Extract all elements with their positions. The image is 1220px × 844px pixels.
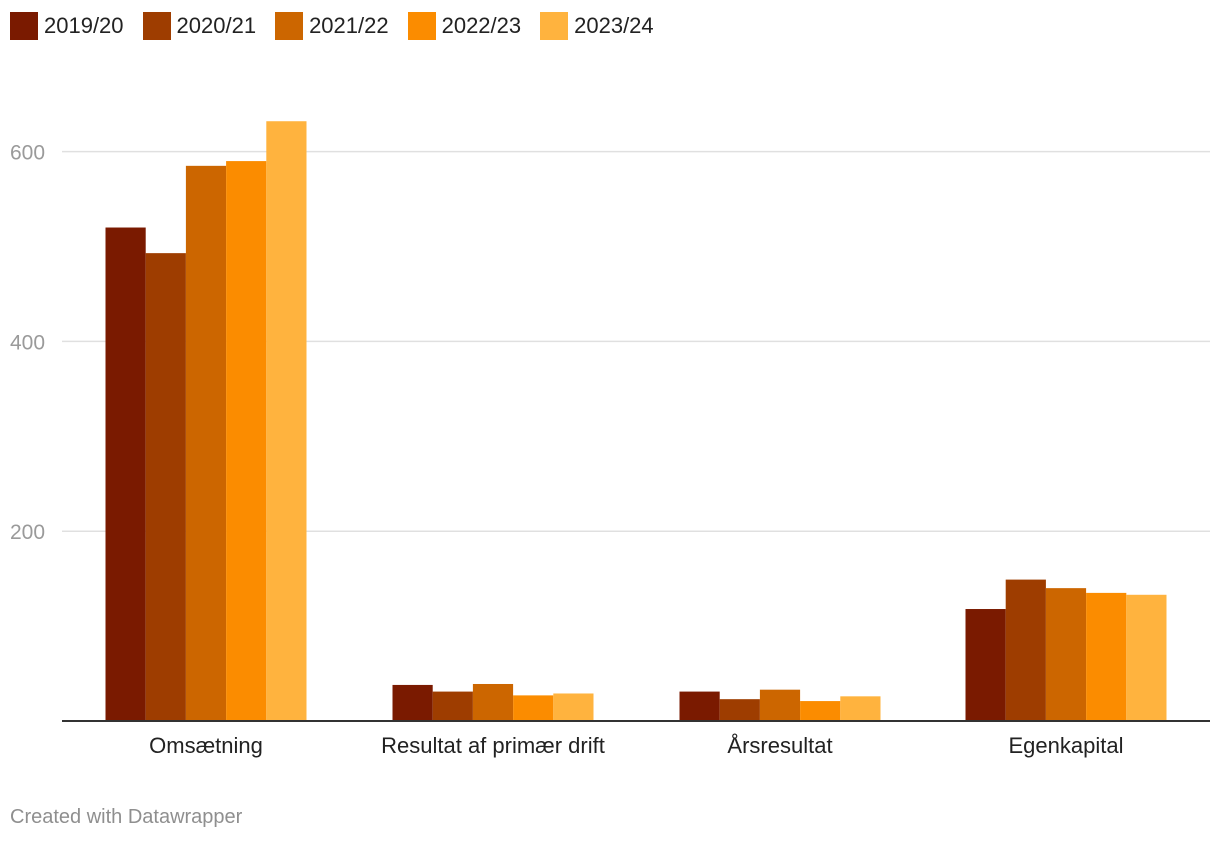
y-tick-label: 600 [10,142,45,165]
legend-item-2021-22: 2021/22 [275,12,389,40]
x-category-label: Årsresultat [727,733,832,758]
bar [432,691,473,721]
bar [266,121,307,722]
legend-item-2023-24: 2023/24 [540,12,654,40]
legend-swatch [142,12,171,40]
bar [1005,579,1046,721]
legend-item-2020-21: 2020/21 [142,12,257,40]
legend-swatch [407,12,436,40]
bar [719,699,760,721]
bar [145,253,186,721]
legend-swatch [540,12,569,40]
chart-legend: 2019/20 2020/21 2021/22 2022/23 2023/24 [10,12,673,40]
x-category-label: Egenkapital [1009,733,1124,758]
bar [759,689,801,721]
bar [226,161,267,722]
bar [840,696,881,721]
bar [553,693,594,721]
legend-label: 2021/22 [309,13,389,38]
credit-text: Created with Datawrapper [10,806,243,828]
y-tick-label: 400 [10,331,45,354]
bar [1126,594,1167,721]
x-category-label: Omsætning [149,733,263,758]
legend-swatch [275,12,304,40]
legend-item-2019-20: 2019/20 [10,12,124,40]
bar [800,701,841,721]
bar [513,695,554,721]
bar [965,609,1006,721]
legend-label: 2023/24 [574,13,654,38]
bar [392,684,433,721]
bar [472,683,514,721]
x-category-label: Resultat af primær drift [381,733,605,758]
legend-swatch [10,12,38,40]
y-tick-label: 200 [10,521,45,544]
bar [105,227,146,721]
legend-item-2022-23: 2022/23 [407,12,522,40]
bar [1086,592,1127,721]
legend-label: 2019/20 [44,13,124,38]
legend-label: 2020/21 [176,13,257,38]
bar [1045,588,1087,721]
bar [679,691,720,721]
legend-label: 2022/23 [441,13,522,38]
bar [185,165,227,721]
